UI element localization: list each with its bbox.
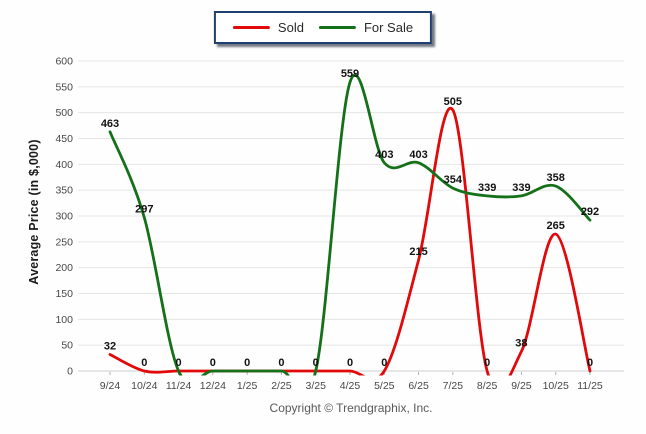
point-value-label: 463 bbox=[101, 118, 119, 130]
point-value-label: 38 bbox=[515, 337, 527, 349]
point-value-label: 339 bbox=[478, 182, 496, 194]
series-lines bbox=[108, 73, 592, 376]
legend: Sold For Sale bbox=[213, 11, 433, 44]
x-tick-label: 2/25 bbox=[271, 380, 292, 392]
y-axis-title: Average Price (in $,000) bbox=[27, 139, 41, 285]
point-value-label: 0 bbox=[244, 357, 250, 369]
point-value-label: 505 bbox=[444, 96, 462, 108]
y-tick-label: 200 bbox=[55, 262, 73, 274]
point-value-label: 0 bbox=[210, 357, 216, 369]
legend-item-for-sale: For Sale bbox=[318, 20, 414, 35]
copyright-text: Copyright © Trendgraphix, Inc. bbox=[269, 401, 433, 415]
point-value-label: 0 bbox=[587, 357, 593, 369]
y-tick-label: 50 bbox=[61, 340, 73, 352]
y-tick-label: 100 bbox=[55, 314, 73, 326]
point-value-label: 215 bbox=[409, 246, 427, 258]
x-tick-label: 10/25 bbox=[543, 380, 569, 392]
point-value-label: 0 bbox=[278, 357, 284, 369]
x-tick-label: 8/25 bbox=[477, 380, 498, 392]
point-value-label: 403 bbox=[375, 149, 393, 161]
point-value-label: 358 bbox=[547, 172, 565, 184]
x-tick-label: 12/24 bbox=[200, 380, 226, 392]
y-tick-label: 150 bbox=[55, 288, 73, 300]
y-tick-label: 450 bbox=[55, 133, 73, 145]
point-value-label: 265 bbox=[547, 220, 565, 232]
for-sale-line bbox=[108, 73, 592, 376]
point-value-label: 297 bbox=[135, 204, 153, 216]
y-tick-label: 300 bbox=[55, 211, 73, 223]
point-value-label: 32 bbox=[104, 340, 116, 352]
point-value-label: 0 bbox=[176, 357, 182, 369]
point-value-label: 0 bbox=[381, 357, 387, 369]
gridlines bbox=[78, 60, 624, 372]
x-tick-label: 7/25 bbox=[443, 380, 464, 392]
x-tick-label: 9/25 bbox=[511, 380, 532, 392]
y-tick-label: 600 bbox=[55, 56, 73, 68]
point-value-label: 0 bbox=[347, 357, 353, 369]
x-tick-label: 11/25 bbox=[577, 380, 603, 392]
point-value-label: 0 bbox=[313, 357, 319, 369]
point-value-label: 339 bbox=[512, 182, 530, 194]
point-value-label: 403 bbox=[409, 149, 427, 161]
legend-item-sold: Sold bbox=[232, 20, 304, 35]
legend-label-for-sale: For Sale bbox=[363, 20, 414, 35]
y-tick-label: 550 bbox=[55, 81, 73, 93]
y-tick-label: 400 bbox=[55, 159, 73, 171]
x-tick-label: 9/24 bbox=[100, 380, 121, 392]
x-tick-label: 6/25 bbox=[408, 380, 429, 392]
y-tick-label: 0 bbox=[67, 366, 73, 378]
x-tick-label: 1/25 bbox=[237, 380, 258, 392]
x-tick-label: 3/25 bbox=[305, 380, 326, 392]
point-value-label: 354 bbox=[444, 174, 463, 186]
y-tick-label: 250 bbox=[55, 236, 73, 248]
x-axis: 9/24 10/24 11/24 12/24 1/25 2/25 3/25 4/25 5/25 6… bbox=[100, 372, 603, 392]
x-tick-label: 11/24 bbox=[166, 380, 192, 392]
point-value-label: 0 bbox=[141, 357, 147, 369]
point-value-label: 559 bbox=[341, 68, 359, 80]
for-sale-line-swatch bbox=[318, 26, 356, 29]
y-axis-tick-labels: 0 50 100 150 200 250 300 350 400 450 500 550 600 bbox=[55, 56, 73, 378]
sold-line-swatch bbox=[232, 26, 270, 29]
point-value-label: 292 bbox=[581, 206, 599, 218]
legend-label-sold: Sold bbox=[277, 20, 304, 35]
y-tick-label: 350 bbox=[55, 185, 73, 197]
x-tick-label: 4/25 bbox=[340, 380, 361, 392]
point-value-label: 0 bbox=[484, 357, 490, 369]
x-tick-label: 5/25 bbox=[374, 380, 395, 392]
y-tick-label: 500 bbox=[55, 107, 73, 119]
point-value-labels: 32 463 0 297 0 0 0 0 0 0 559 0 403 215 403 505 354 0 339 38… bbox=[101, 68, 599, 369]
x-tick-label: 10/24 bbox=[131, 380, 157, 392]
